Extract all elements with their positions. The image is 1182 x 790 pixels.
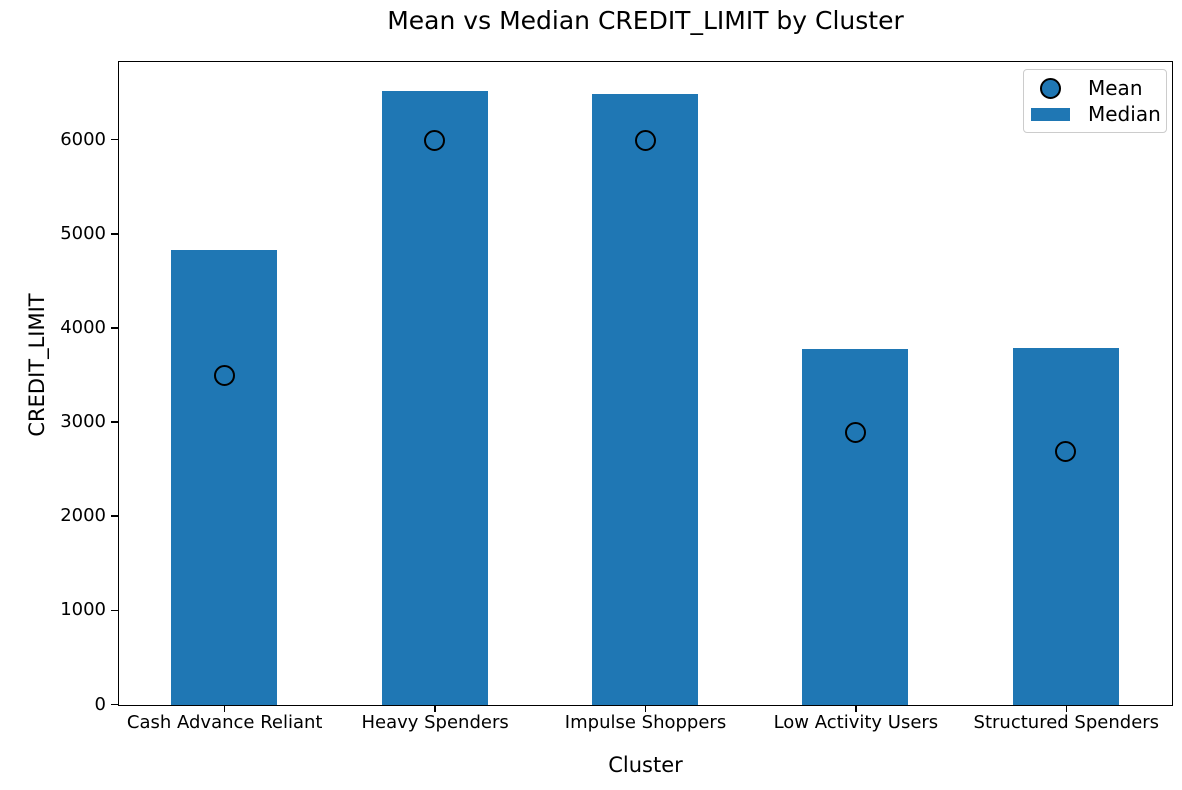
x-tick-label: Cash Advance Reliant <box>126 712 323 733</box>
legend-item-median: Median <box>1024 101 1166 127</box>
legend-item-mean: Mean <box>1024 75 1166 101</box>
mean-marker <box>424 129 446 151</box>
mean-marker <box>1055 441 1077 463</box>
x-tick-mark <box>855 704 857 712</box>
chart-title: Mean vs Median CREDIT_LIMIT by Cluster <box>387 6 904 35</box>
y-tick-mark <box>111 515 118 517</box>
median-bar <box>171 249 278 705</box>
legend-marker-col <box>1024 107 1076 121</box>
y-tick-mark <box>111 421 118 423</box>
mean-marker <box>844 422 866 444</box>
y-tick-label: 4000 <box>60 316 106 338</box>
mean-circle-marker-icon <box>1039 77 1061 99</box>
x-axis-label: Cluster <box>608 753 683 777</box>
x-tick-mark <box>644 704 647 712</box>
x-tick-label: Impulse Shoppers <box>564 712 727 733</box>
median-bar-swatch-icon <box>1030 107 1070 121</box>
median-bar <box>592 93 698 705</box>
x-tick-mark <box>1065 704 1068 712</box>
y-tick-label: 3000 <box>60 411 106 433</box>
x-tick-mark <box>434 704 436 712</box>
y-tick-mark <box>111 138 118 141</box>
y-tick-mark <box>111 703 118 706</box>
mean-marker <box>634 129 656 151</box>
median-bar <box>1012 348 1119 705</box>
bars-layer <box>119 62 1172 705</box>
y-tick-mark <box>111 609 118 612</box>
y-tick-label: 2000 <box>60 505 106 527</box>
mean-marker <box>213 365 235 387</box>
y-tick-label: 1000 <box>60 599 106 621</box>
y-tick-mark <box>111 233 118 235</box>
x-tick-label: Structured Spenders <box>973 712 1160 733</box>
x-tick-label: Heavy Spenders <box>361 712 509 733</box>
y-tick-label: 0 <box>94 693 106 715</box>
median-bar <box>381 91 488 705</box>
plot-area <box>118 61 1173 706</box>
markers-layer <box>119 62 1172 705</box>
legend-marker-col <box>1024 77 1076 99</box>
x-tick-label: Low Activity Users <box>773 712 939 733</box>
x-tick-mark <box>223 704 226 712</box>
y-tick-label: 5000 <box>60 222 106 244</box>
y-tick-mark <box>111 327 118 329</box>
legend-label-median: Median <box>1088 102 1161 126</box>
legend: Mean Median <box>1023 69 1167 133</box>
y-tick-label: 6000 <box>60 128 106 150</box>
legend-label-mean: Mean <box>1088 76 1143 100</box>
median-bar <box>802 349 909 705</box>
